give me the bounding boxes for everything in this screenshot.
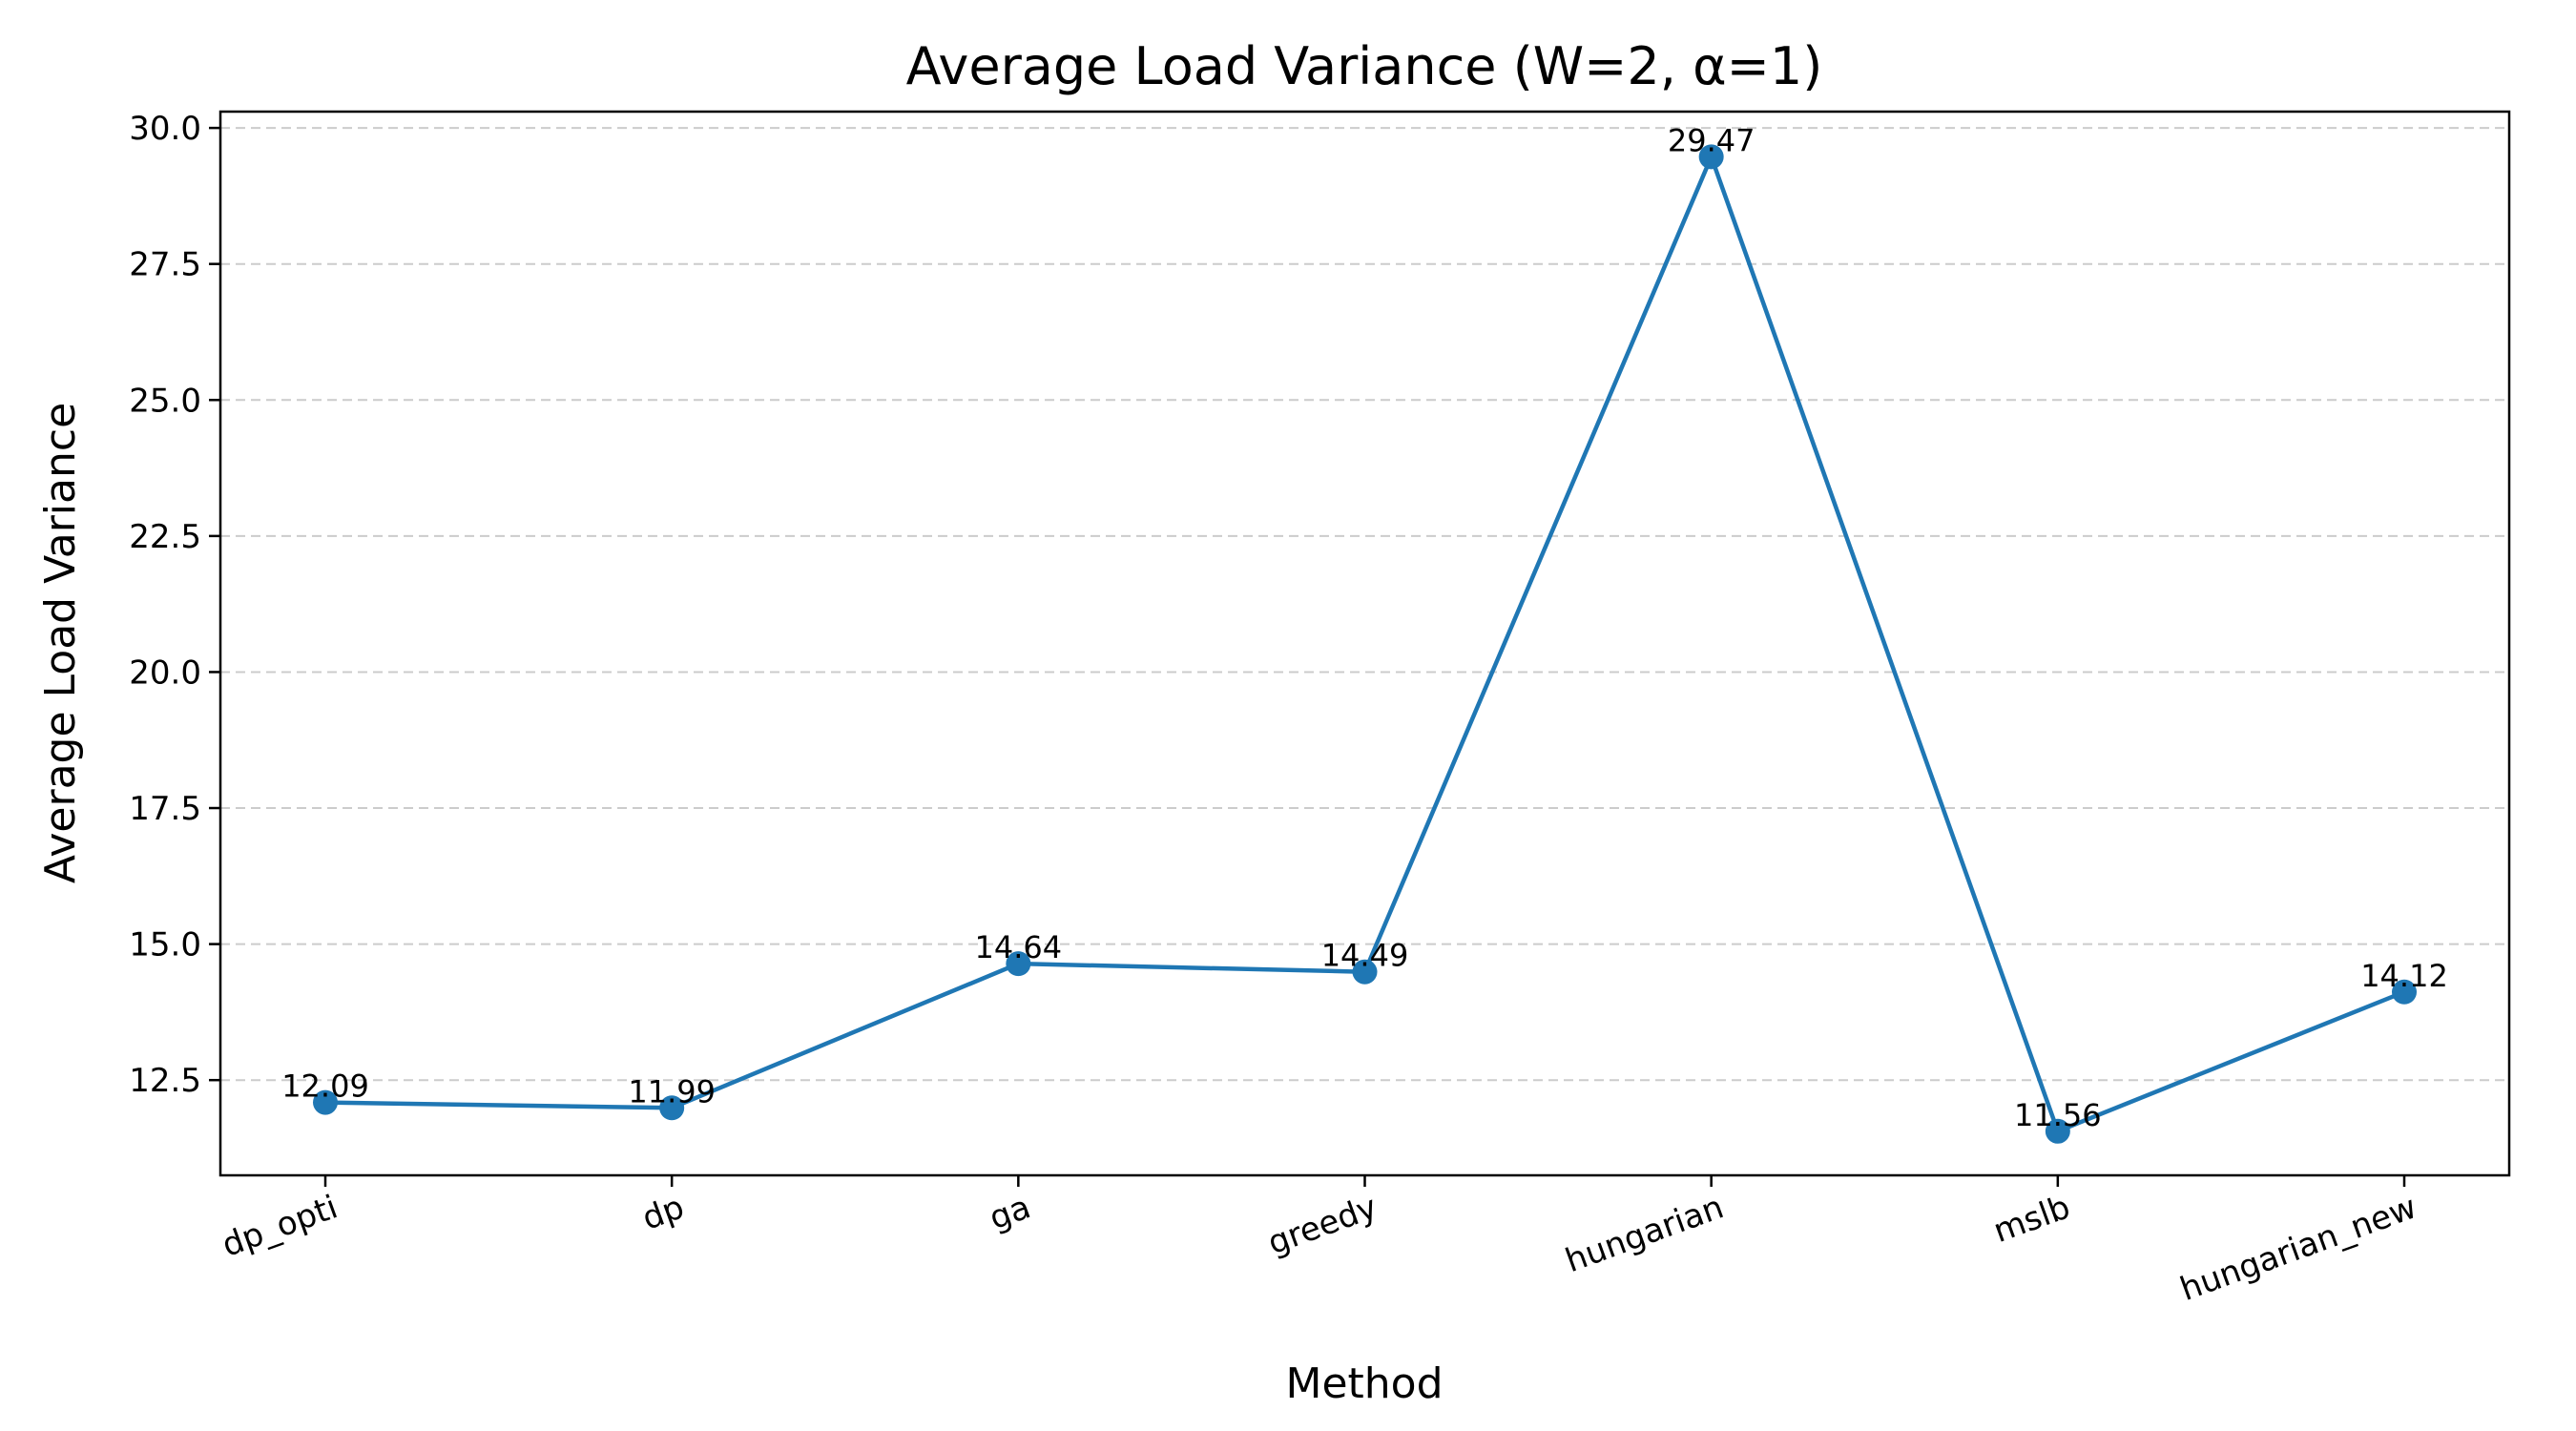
data-label: 11.99 [628,1073,716,1110]
x-axis-label: Method [1285,1359,1443,1408]
y-tick-label: 17.5 [129,790,201,828]
y-tick-label: 22.5 [129,518,201,556]
y-tick-label: 15.0 [129,926,201,964]
data-label: 14.49 [1321,938,1409,974]
data-label: 14.12 [2360,958,2448,994]
data-point [2392,979,2417,1005]
data-point [2045,1118,2070,1144]
data-point [1006,951,1031,977]
y-axis-label: Average Load Variance [36,403,85,883]
data-labels: 12.09 11.99 14.64 14.49 29.47 11.56 14.12 [281,122,2448,1132]
y-tick-label: 30.0 [129,110,201,148]
data-point [659,1095,685,1121]
y-tick-label: 12.5 [129,1062,201,1100]
y-tick-label: 25.0 [129,382,201,420]
y-tick-label: 20.0 [129,653,201,692]
data-point [1698,144,1724,170]
data-label: 29.47 [1668,122,1755,158]
chart-title: Average Load Variance (W=2, α=1) [906,36,1823,96]
y-tick-label: 27.5 [129,246,201,284]
data-point [313,1089,338,1115]
data-label: 11.56 [2014,1097,2102,1133]
y-axis-ticks: 12.5 15.0 17.5 20.0 22.5 25.0 27.5 30.0 [129,110,220,1100]
data-label: 14.64 [975,929,1063,965]
data-point [1352,959,1378,985]
data-point-markers [313,144,2417,1144]
data-label: 12.09 [281,1068,369,1105]
